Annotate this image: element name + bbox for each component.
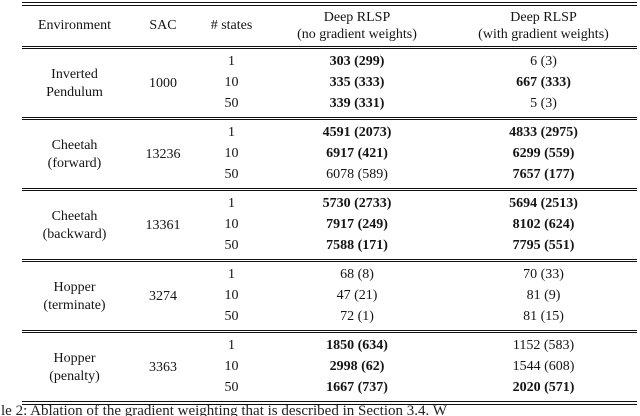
with-grad-value: 667 (333) xyxy=(516,74,571,90)
table-row: 50 7588 (171) 7795 (551) xyxy=(22,235,637,261)
table-row: Cheetah (forward) 13236 1 4591 (2073) 4833 (… xyxy=(22,119,637,172)
environment-cell: Hopper (terminate) xyxy=(43,280,106,313)
no-grad-value: 47 (21) xyxy=(336,287,378,303)
sac-cell: 3274 xyxy=(149,289,177,304)
header-no-grad-subtitle: (no gradient weights) xyxy=(297,27,417,42)
no-grad-value: 339 (331) xyxy=(329,95,385,111)
environment-cell: Cheetah (forward) xyxy=(47,138,102,171)
states-cell: 10 xyxy=(224,358,239,374)
table-row: 50 6078 (589) 7657 (177) xyxy=(22,164,637,190)
with-grad-value: 81 (15) xyxy=(523,308,564,324)
table-row: 10 7917 (249) 8102 (624) xyxy=(22,214,637,235)
environment-cell: Cheetah (backward) xyxy=(42,209,107,242)
sac-cell: 13236 xyxy=(145,147,181,162)
table-row: Hopper (terminate) 3274 1 68 (8) 70 (33) xyxy=(22,261,637,314)
with-grad-value: 2020 (571) xyxy=(512,379,575,395)
results-table-wrapper: Environment SAC # states Deep RLSP (no g… xyxy=(22,2,637,405)
sac-cell: 1000 xyxy=(149,76,177,91)
no-grad-value: 4591 (2073) xyxy=(322,124,392,140)
table-row: Cheetah (backward) 13361 1 5730 (2733) 5694 … xyxy=(22,190,637,243)
no-grad-value: 6917 (421) xyxy=(326,145,388,161)
table-row: 50 1667 (737) 2020 (571) xyxy=(22,377,637,403)
environment-block: Hopper (terminate) 3274 1 68 (8) 70 (33) 10 47… xyxy=(22,260,637,332)
table-header: Environment SAC # states Deep RLSP (no g… xyxy=(22,4,637,48)
states-cell: 50 xyxy=(224,237,239,253)
with-grad-value: 6299 (559) xyxy=(512,145,575,161)
states-cell: 1 xyxy=(228,195,235,211)
no-grad-value: 7588 (171) xyxy=(326,237,388,253)
no-grad-value: 335 (333) xyxy=(329,74,385,90)
states-cell: 1 xyxy=(228,337,235,353)
table-row: 50 339 (331) 5 (3) xyxy=(22,93,637,119)
no-grad-value: 72 (1) xyxy=(340,308,374,324)
states-cell: 50 xyxy=(224,308,239,324)
no-grad-value: 7917 (249) xyxy=(326,216,388,232)
table-row: Inverted Pendulum 1000 1 303 (299) 6 (3) xyxy=(22,48,637,101)
table-row: 10 47 (21) 81 (9) xyxy=(22,285,637,306)
states-cell: 1 xyxy=(228,53,235,69)
no-grad-value: 2998 (62) xyxy=(329,358,385,374)
sac-cell: 3363 xyxy=(149,360,177,375)
table-caption: le 2: Ablation of the gradient weighting… xyxy=(1,403,447,416)
environment-cell: Inverted Pendulum xyxy=(46,67,103,100)
with-grad-value: 4833 (2975) xyxy=(509,124,578,140)
states-cell: 10 xyxy=(224,74,239,90)
states-cell: 10 xyxy=(224,287,239,303)
with-grad-value: 1152 (583) xyxy=(512,337,575,353)
states-cell: 1 xyxy=(228,266,235,282)
no-grad-value: 1667 (737) xyxy=(326,379,388,395)
header-with-grad-subtitle: (with gradient weights) xyxy=(478,27,609,42)
environment-block: Cheetah (backward) 13361 1 5730 (2733) 5694 … xyxy=(22,189,637,261)
header-states: # states xyxy=(210,18,253,33)
with-grad-value: 7657 (177) xyxy=(512,166,575,182)
no-grad-value: 1850 (634) xyxy=(326,337,388,353)
environment-block: Hopper (penalty) 3363 1 1850 (634) 1152 (583… xyxy=(22,331,637,404)
no-grad-value: 68 (8) xyxy=(340,266,374,282)
with-grad-value: 8102 (624) xyxy=(512,216,575,232)
header-no-grad-title: Deep RLSP xyxy=(323,10,391,25)
table-row: Hopper (penalty) 3363 1 1850 (634) 1152 (583… xyxy=(22,332,637,385)
table-row: 10 335 (333) 667 (333) xyxy=(22,72,637,93)
environment-block: Cheetah (forward) 13236 1 4591 (2073) 4833 (… xyxy=(22,118,637,190)
states-cell: 10 xyxy=(224,216,239,232)
with-grad-value: 5 (3) xyxy=(530,95,557,111)
environment-block: Inverted Pendulum 1000 1 303 (299) 6 (3) 10 33… xyxy=(22,47,637,119)
table-row: 10 2998 (62) 1544 (608) xyxy=(22,356,637,377)
header-no-grad: Deep RLSP (no gradient weights) xyxy=(264,4,450,48)
sac-cell: 13361 xyxy=(145,218,181,233)
header-row: Environment SAC # states Deep RLSP (no g… xyxy=(22,4,637,48)
table-row: 10 6917 (421) 6299 (559) xyxy=(22,143,637,164)
no-grad-value: 303 (299) xyxy=(329,53,385,69)
with-grad-value: 6 (3) xyxy=(530,53,557,69)
states-cell: 50 xyxy=(224,379,239,395)
with-grad-value: 81 (9) xyxy=(526,287,561,303)
with-grad-value: 7795 (551) xyxy=(512,237,575,253)
header-sac: SAC xyxy=(149,18,177,33)
table-row: 50 72 (1) 81 (15) xyxy=(22,306,637,332)
states-cell: 50 xyxy=(224,166,239,182)
header-environment: Environment xyxy=(37,18,112,33)
states-cell: 50 xyxy=(224,95,239,111)
with-grad-value: 1544 (608) xyxy=(512,358,575,374)
header-with-grad: Deep RLSP (with gradient weights) xyxy=(450,4,637,48)
header-with-grad-title: Deep RLSP xyxy=(510,10,577,25)
with-grad-value: 5694 (2513) xyxy=(509,195,578,211)
states-cell: 1 xyxy=(228,124,235,140)
environment-cell: Hopper (penalty) xyxy=(49,351,100,384)
states-cell: 10 xyxy=(224,145,239,161)
with-grad-value: 70 (33) xyxy=(523,266,564,282)
results-table: Environment SAC # states Deep RLSP (no g… xyxy=(22,2,637,405)
no-grad-value: 5730 (2733) xyxy=(322,195,392,211)
no-grad-value: 6078 (589) xyxy=(326,166,388,182)
